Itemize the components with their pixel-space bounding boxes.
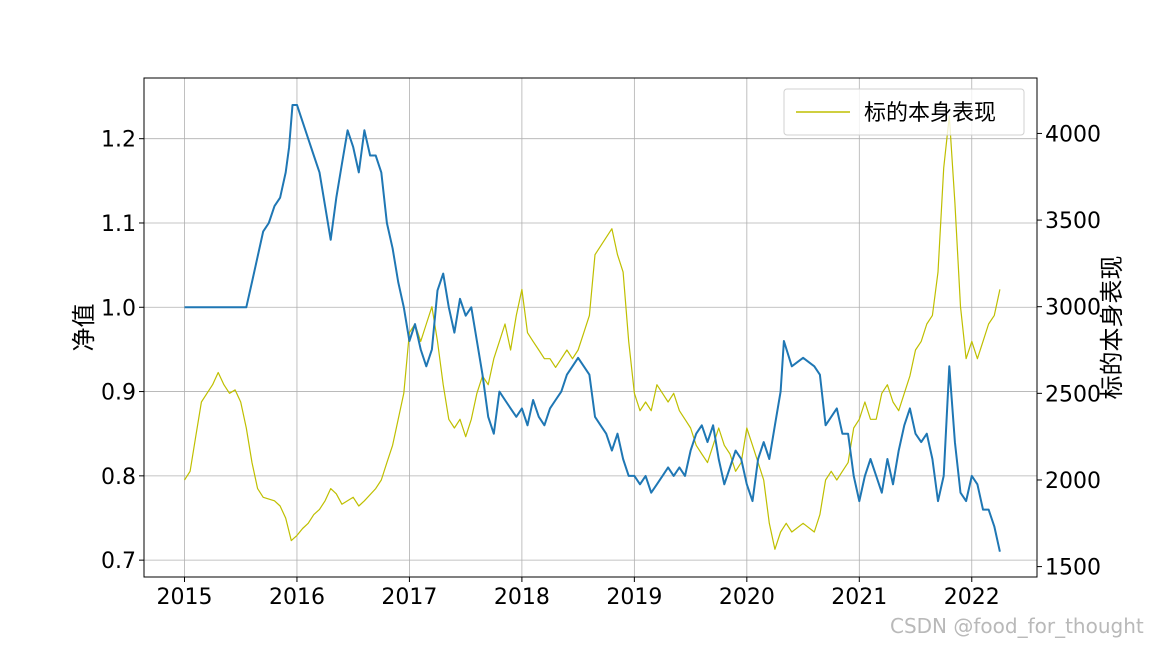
y-right-tick-label: 1500 — [1045, 556, 1101, 581]
x-tick-label: 2020 — [719, 585, 775, 610]
y-left-tick-label: 1.2 — [101, 128, 136, 153]
series-layer — [183, 104, 1001, 552]
y-right-tick-label: 4000 — [1045, 122, 1101, 147]
x-tick-label: 2015 — [156, 585, 212, 610]
legend-label: 标的本身表现 — [864, 101, 996, 126]
grid-lines — [144, 78, 1037, 577]
y-left-tick-label: 1.0 — [101, 296, 136, 321]
x-tick-label: 2022 — [944, 585, 1000, 610]
plot-frame — [143, 77, 1038, 578]
x-tick-label: 2018 — [494, 585, 550, 610]
y-right-tick-label: 2000 — [1045, 469, 1101, 494]
ticks-layer: 2015 2016 2017 2018 2019 2020 2021 2022 0.7 0.8 0.… — [101, 122, 1101, 610]
y-right-tick-label: 2500 — [1045, 382, 1101, 407]
series-line-net-value — [184, 104, 1001, 552]
y-left-tick-label: 0.7 — [101, 549, 136, 574]
y-left-tick-label: 0.9 — [101, 381, 136, 406]
x-tick-label: 2019 — [606, 585, 662, 610]
y-right-tick-label: 3000 — [1045, 296, 1101, 321]
series-line-underlying — [183, 115, 1001, 550]
x-tick-label: 2021 — [831, 585, 887, 610]
y-axis-right-title: 标的本身表现 — [1098, 256, 1126, 400]
watermark: CSDN @food_for_thought — [890, 614, 1144, 638]
y-axis-left-title: 净值 — [70, 304, 98, 352]
legend-box — [783, 88, 1025, 136]
y-right-tick-label: 3500 — [1045, 209, 1101, 234]
x-tick-label: 2017 — [381, 585, 437, 610]
y-left-tick-label: 0.8 — [101, 465, 136, 490]
x-tick-label: 2016 — [269, 585, 325, 610]
y-left-tick-label: 1.1 — [101, 212, 136, 237]
legend: 标的本身表现 — [783, 88, 1025, 136]
